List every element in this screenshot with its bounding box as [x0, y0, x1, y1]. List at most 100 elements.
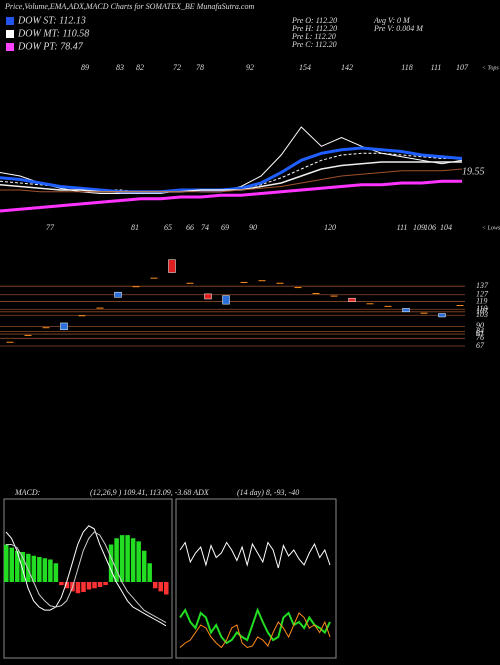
y-tick-label: 103	[476, 310, 488, 319]
macd-label: MACD:	[14, 488, 41, 497]
low-label: 106	[424, 223, 436, 232]
top-label: 89	[81, 63, 89, 72]
candle	[204, 293, 212, 300]
macd-bar	[26, 553, 31, 582]
candle	[456, 305, 464, 306]
macd-bar	[158, 582, 163, 592]
top-label: 72	[173, 63, 181, 72]
info: Pre V: 0.004 M	[373, 24, 424, 33]
macd-bar	[42, 558, 48, 582]
y-tick-label: 107	[476, 307, 489, 316]
low-label: 81	[131, 223, 139, 232]
candle	[186, 282, 194, 284]
adx-label: (14 day) 8, -93, -40	[237, 488, 299, 497]
ema-line	[0, 179, 462, 213]
macd-bar	[152, 582, 158, 589]
candle	[222, 295, 230, 305]
low-label: 69	[221, 223, 229, 232]
macd-bar	[130, 538, 136, 582]
macd-bar	[64, 582, 70, 589]
adx-line	[179, 612, 331, 649]
lows-label: < Lows	[482, 225, 500, 231]
legend-swatch	[6, 17, 14, 25]
candle	[132, 286, 140, 288]
macd-bar	[48, 559, 53, 582]
candle	[240, 281, 248, 283]
y-tick-label: 137	[476, 281, 489, 290]
candle	[42, 327, 50, 329]
macd-bar	[97, 582, 103, 587]
candle	[258, 280, 266, 282]
low-label: 74	[201, 223, 209, 232]
macd-bar	[119, 535, 125, 582]
macd-line	[6, 531, 167, 624]
macd-bar	[136, 541, 141, 582]
info: Pre L: 112.20	[291, 32, 336, 41]
macd-bar	[125, 535, 130, 582]
macd-bar	[164, 582, 169, 595]
y-tick-label: 84	[476, 326, 484, 335]
macd-bar	[141, 550, 147, 582]
top-label: 118	[401, 63, 412, 72]
low-label: 66	[186, 223, 194, 232]
tops-label: < Tops	[482, 65, 499, 71]
info: Pre H: 112.20	[291, 24, 337, 33]
adx-line	[179, 541, 331, 569]
top-label: 154	[299, 63, 311, 72]
macd-bar	[9, 547, 15, 582]
y-tick-label: 90	[476, 321, 484, 330]
candle	[150, 277, 158, 279]
top-label: 78	[196, 63, 204, 72]
y-tick-label: 127	[476, 290, 489, 299]
macd-bar	[4, 544, 9, 582]
title: Price,Volume,EMA,ADX,MACD Charts for SOM…	[4, 2, 254, 11]
low-label: 109	[413, 223, 425, 232]
macd-bar	[15, 550, 20, 582]
candle	[78, 315, 86, 317]
candle	[60, 322, 68, 331]
low-label: 77	[46, 223, 55, 232]
y-tick-label: 110	[476, 304, 487, 313]
macd-bar	[81, 582, 86, 592]
info: Pre O: 112.20	[291, 16, 337, 25]
macd-bar	[147, 563, 152, 582]
macd-bar	[114, 538, 119, 582]
candle	[168, 259, 176, 273]
candle	[96, 307, 104, 309]
price-label: 19.55	[462, 166, 485, 177]
candle	[330, 295, 338, 297]
low-label: 65	[164, 223, 172, 232]
candle	[276, 282, 284, 284]
candle	[366, 303, 374, 305]
y-tick-label: 119	[476, 296, 487, 305]
candle	[312, 293, 320, 295]
top-label: 83	[116, 63, 124, 72]
top-label: 107	[456, 63, 469, 72]
legend-label: DOW MT: 110.58	[17, 28, 89, 39]
info: Avg V: 0 M	[373, 16, 411, 25]
top-label: 82	[136, 63, 144, 72]
legend-label: DOW PT: 78.47	[17, 41, 84, 52]
ema-line	[0, 146, 463, 194]
y-tick-label: 67	[476, 341, 485, 350]
macd-params: (12,26,9 ) 109.41, 113.09, -3.68 ADX	[90, 488, 210, 497]
candle	[294, 287, 302, 289]
macd-bar	[20, 552, 26, 582]
legend-label: DOW ST: 112.13	[17, 15, 86, 26]
macd-bar	[59, 582, 64, 586]
ema-line	[0, 161, 462, 193]
y-tick-label: 76	[476, 333, 484, 342]
candle	[114, 291, 122, 298]
candle	[384, 305, 392, 307]
candle	[6, 341, 14, 343]
macd-bar	[103, 582, 108, 586]
top-label: 111	[431, 63, 442, 72]
candle	[402, 308, 410, 313]
top-label: 92	[246, 63, 254, 72]
top-label: 142	[341, 63, 353, 72]
macd-bar	[86, 582, 92, 590]
macd-bar	[53, 563, 59, 582]
